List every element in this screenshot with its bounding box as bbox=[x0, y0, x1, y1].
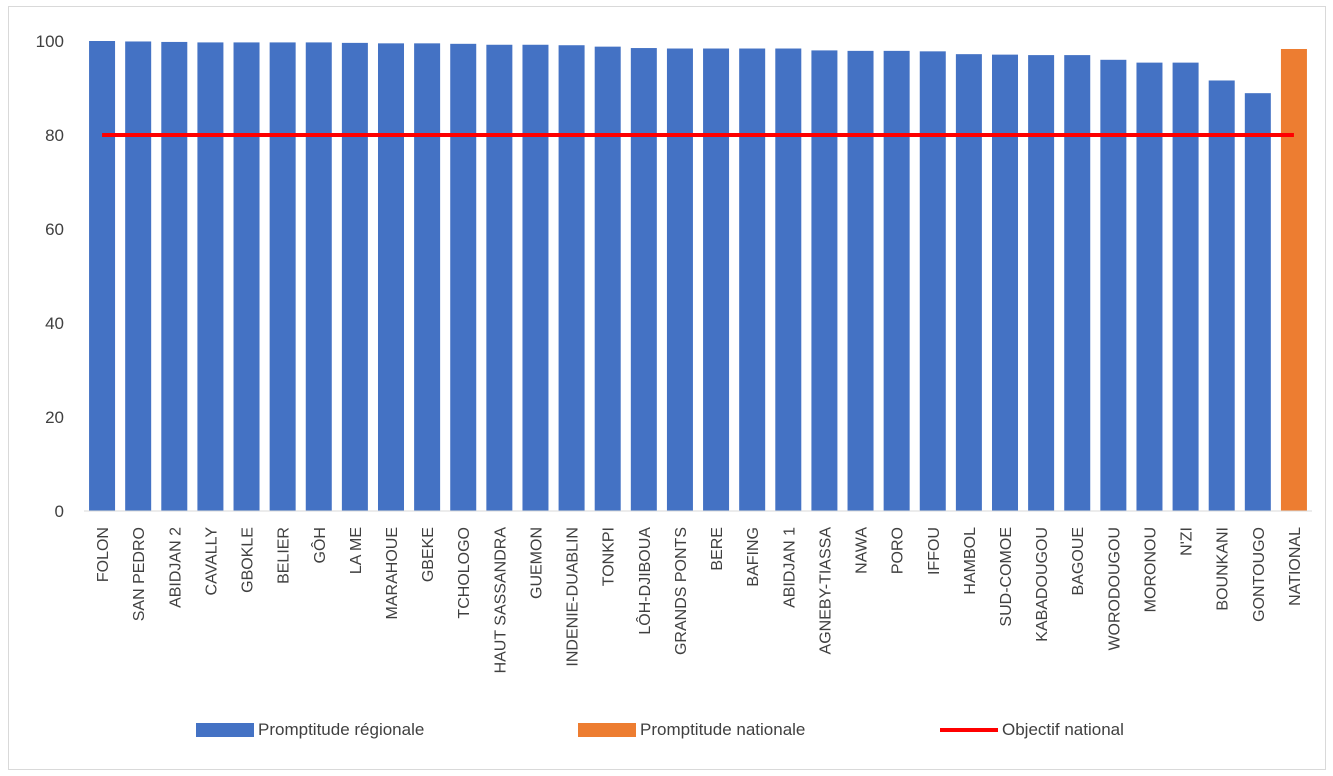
legend-label-national: Promptitude nationale bbox=[640, 720, 806, 739]
bar bbox=[233, 42, 260, 511]
x-tick-label: TONKPI bbox=[601, 527, 618, 586]
x-tick-label: PORO bbox=[890, 527, 907, 574]
x-tick-label: BAGOUE bbox=[1070, 527, 1087, 595]
y-axis-ticks: 0 20 40 60 80 100 bbox=[36, 32, 64, 521]
x-tick-label: BERE bbox=[709, 527, 726, 571]
x-tick-label: WORODOUGOU bbox=[1106, 527, 1123, 651]
bar bbox=[1100, 59, 1127, 512]
x-tick-label: GONTOUGO bbox=[1251, 527, 1268, 622]
x-tick-label: NAWA bbox=[854, 527, 871, 574]
legend-label-target: Objectif national bbox=[1002, 720, 1124, 739]
bar bbox=[703, 48, 730, 512]
bar bbox=[89, 41, 116, 511]
x-tick-label: GRANDS PONTS bbox=[673, 527, 690, 655]
x-tick-label: MORONOU bbox=[1142, 527, 1159, 612]
bar bbox=[1136, 62, 1163, 512]
bar bbox=[1064, 55, 1091, 511]
x-tick-label: LÔH-DJIBOUA bbox=[635, 527, 654, 635]
bar bbox=[414, 43, 441, 511]
bar bbox=[1208, 80, 1235, 511]
bar bbox=[811, 50, 838, 512]
legend-swatch-national bbox=[578, 723, 636, 737]
x-tick-label: LA ME bbox=[348, 527, 365, 574]
bar bbox=[919, 51, 946, 512]
y-tick-label: 20 bbox=[45, 408, 64, 427]
bar bbox=[775, 48, 802, 512]
x-tick-label: SUD-COMOE bbox=[998, 527, 1015, 627]
bar bbox=[1172, 62, 1199, 512]
x-tick-label: AGNEBY-TIASSA bbox=[817, 527, 834, 655]
bar bbox=[125, 41, 152, 511]
legend-swatch-regional bbox=[196, 723, 254, 737]
bar bbox=[1280, 48, 1307, 512]
legend: Promptitude régionale Promptitude nation… bbox=[0, 718, 1333, 742]
y-tick-label: 80 bbox=[45, 126, 64, 145]
bar bbox=[1028, 55, 1055, 511]
bar bbox=[991, 54, 1019, 511]
x-tick-label: HAMBOL bbox=[962, 527, 979, 595]
x-tick-label: GBOKLE bbox=[240, 527, 257, 593]
legend-line-target bbox=[940, 728, 998, 732]
x-tick-label: ABIDJAN 1 bbox=[781, 527, 798, 608]
bar bbox=[847, 50, 874, 512]
x-axis-labels: FOLON SAN PEDRO ABIDJAN 2 CAVALLY GBOKLE BELI… bbox=[95, 527, 1304, 674]
x-tick-label: N'ZI bbox=[1179, 527, 1196, 556]
bar bbox=[955, 54, 982, 511]
x-tick-label: GBEKE bbox=[420, 527, 437, 582]
bar bbox=[486, 44, 513, 511]
bars bbox=[89, 41, 1307, 512]
x-tick-label: NATIONAL bbox=[1287, 527, 1304, 606]
x-tick-label: ABIDJAN 2 bbox=[167, 527, 184, 608]
bar bbox=[341, 42, 368, 511]
bar bbox=[522, 44, 549, 511]
x-tick-label: BAFING bbox=[745, 527, 762, 587]
bar bbox=[197, 42, 224, 511]
bar bbox=[666, 48, 693, 512]
x-tick-label: TCHOLOGO bbox=[456, 527, 473, 619]
legend-item-national: Promptitude nationale bbox=[578, 718, 805, 742]
bar bbox=[883, 50, 910, 512]
bar bbox=[377, 43, 405, 511]
bar bbox=[269, 42, 296, 511]
x-tick-label: KABADOUGOU bbox=[1034, 527, 1051, 642]
bar bbox=[739, 48, 766, 512]
x-tick-label: IFFOU bbox=[926, 527, 943, 575]
y-tick-label: 0 bbox=[55, 502, 64, 521]
bar bbox=[161, 41, 188, 511]
legend-item-regional: Promptitude régionale bbox=[196, 718, 424, 742]
legend-label-regional: Promptitude régionale bbox=[258, 720, 425, 739]
bar bbox=[630, 48, 657, 512]
x-tick-label: CAVALLY bbox=[203, 527, 220, 596]
legend-item-target: Objectif national bbox=[940, 718, 1124, 742]
x-tick-label: GÔH bbox=[310, 527, 329, 563]
x-tick-label: GUEMON bbox=[528, 527, 545, 599]
y-tick-label: 40 bbox=[45, 314, 64, 333]
x-tick-label: BOUNKANI bbox=[1215, 527, 1232, 611]
bar bbox=[1244, 93, 1271, 512]
bar bbox=[594, 46, 621, 511]
bar bbox=[558, 45, 585, 511]
bar bbox=[450, 43, 477, 511]
y-tick-label: 100 bbox=[36, 32, 64, 51]
x-tick-label: BELIER bbox=[276, 527, 293, 584]
x-tick-label: FOLON bbox=[95, 527, 112, 582]
y-tick-label: 60 bbox=[45, 220, 64, 239]
bar bbox=[305, 42, 332, 511]
x-tick-label: MARAHOUE bbox=[384, 527, 401, 619]
x-tick-label: HAUT SASSANDRA bbox=[492, 527, 509, 674]
x-tick-label: INDENIE-DUABLIN bbox=[565, 527, 582, 667]
x-tick-label: SAN PEDRO bbox=[131, 527, 148, 621]
